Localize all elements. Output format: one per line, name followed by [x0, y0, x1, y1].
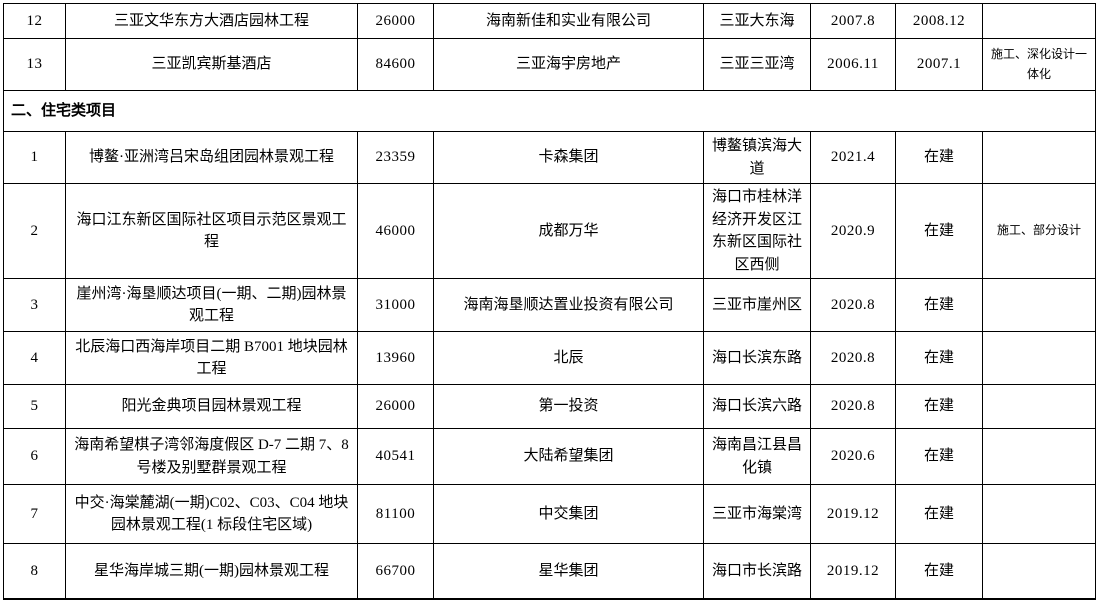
cell-note	[982, 384, 1096, 429]
cell-client: 成都万华	[433, 183, 704, 279]
cell-location: 三亚市崖州区	[703, 278, 811, 332]
cell-location: 海口长滨六路	[703, 384, 811, 429]
cell-note	[982, 3, 1096, 39]
cell-project-name: 海口江东新区国际社区项目示范区景观工程	[65, 183, 358, 279]
cell-client: 第一投资	[433, 384, 704, 429]
cell-start-date: 2021.4	[810, 131, 896, 184]
cell-area: 84600	[357, 38, 434, 91]
cell-row-number: 13	[3, 38, 66, 91]
cell-start-date: 2019.12	[810, 543, 896, 599]
cell-status: 在建	[895, 484, 983, 544]
section-title: 二、住宅类项目	[3, 90, 1096, 132]
cell-client: 星华集团	[433, 543, 704, 599]
cell-start-date: 2007.8	[810, 3, 896, 39]
cell-project-name: 博鳌·亚洲湾吕宋岛组团园林景观工程	[65, 131, 358, 184]
cell-project-name: 阳光金典项目园林景观工程	[65, 384, 358, 429]
table-row: 1 博鳌·亚洲湾吕宋岛组团园林景观工程 23359 卡森集团 博鳌镇滨海大道 2…	[3, 131, 1096, 184]
cell-project-name: 北辰海口西海岸项目二期 B7001 地块园林工程	[65, 331, 358, 385]
cell-status: 在建	[895, 428, 983, 485]
cell-start-date: 2006.11	[810, 38, 896, 91]
table-row: 6 海南希望棋子湾邻海度假区 D-7 二期 7、8 号楼及别墅群景观工程 405…	[3, 428, 1096, 485]
cell-start-date: 2020.8	[810, 384, 896, 429]
cell-start-date: 2020.8	[810, 278, 896, 332]
cell-location: 三亚大东海	[703, 3, 811, 39]
cell-area: 13960	[357, 331, 434, 385]
cell-location: 海南昌江县昌化镇	[703, 428, 811, 485]
cell-area: 66700	[357, 543, 434, 599]
cell-note	[982, 331, 1096, 385]
cell-client: 卡森集团	[433, 131, 704, 184]
cell-row-number: 4	[3, 331, 66, 385]
cell-location: 三亚三亚湾	[703, 38, 811, 91]
cell-area: 31000	[357, 278, 434, 332]
cell-start-date: 2020.9	[810, 183, 896, 279]
cell-client: 海南新佳和实业有限公司	[433, 3, 704, 39]
cell-area: 81100	[357, 484, 434, 544]
table-row: 4 北辰海口西海岸项目二期 B7001 地块园林工程 13960 北辰 海口长滨…	[3, 331, 1096, 385]
cell-status: 在建	[895, 278, 983, 332]
cell-row-number: 8	[3, 543, 66, 599]
cell-note	[982, 428, 1096, 485]
cell-area: 40541	[357, 428, 434, 485]
cell-project-name: 海南希望棋子湾邻海度假区 D-7 二期 7、8 号楼及别墅群景观工程	[65, 428, 358, 485]
cell-client: 北辰	[433, 331, 704, 385]
cell-note	[982, 543, 1096, 599]
cell-area: 26000	[357, 3, 434, 39]
cell-location: 海口市长滨路	[703, 543, 811, 599]
table-row: 12 三亚文华东方大酒店园林工程 26000 海南新佳和实业有限公司 三亚大东海…	[3, 3, 1096, 39]
cell-row-number: 6	[3, 428, 66, 485]
cell-status: 在建	[895, 384, 983, 429]
cell-project-name: 三亚凯宾斯基酒店	[65, 38, 358, 91]
cell-note: 施工、部分设计	[982, 183, 1096, 279]
cell-status: 在建	[895, 131, 983, 184]
cell-area: 26000	[357, 384, 434, 429]
cell-start-date: 2020.8	[810, 331, 896, 385]
table-row: 3 崖州湾·海垦顺达项目(一期、二期)园林景观工程 31000 海南海垦顺达置业…	[3, 278, 1096, 332]
cell-project-name: 中交·海棠麓湖(一期)C02、C03、C04 地块园林景观工程(1 标段住宅区域…	[65, 484, 358, 544]
cell-location: 博鳌镇滨海大道	[703, 131, 811, 184]
cell-project-name: 崖州湾·海垦顺达项目(一期、二期)园林景观工程	[65, 278, 358, 332]
cell-note	[982, 484, 1096, 544]
cell-row-number: 12	[3, 3, 66, 39]
table-row: 8 星华海岸城三期(一期)园林景观工程 66700 星华集团 海口市长滨路 20…	[3, 543, 1096, 599]
cell-area: 23359	[357, 131, 434, 184]
cell-row-number: 1	[3, 131, 66, 184]
cell-note	[982, 278, 1096, 332]
cell-row-number: 7	[3, 484, 66, 544]
cell-start-date: 2019.12	[810, 484, 896, 544]
cell-project-name: 三亚文华东方大酒店园林工程	[65, 3, 358, 39]
cell-client: 三亚海宇房地产	[433, 38, 704, 91]
cell-note	[982, 131, 1096, 184]
table-row: 5 阳光金典项目园林景观工程 26000 第一投资 海口长滨六路 2020.8 …	[3, 384, 1096, 429]
cell-location: 三亚市海棠湾	[703, 484, 811, 544]
table-row: 7 中交·海棠麓湖(一期)C02、C03、C04 地块园林景观工程(1 标段住宅…	[3, 484, 1096, 544]
cell-status: 2008.12	[895, 3, 983, 39]
cell-status: 在建	[895, 331, 983, 385]
cell-row-number: 3	[3, 278, 66, 332]
cell-note: 施工、深化设计一体化	[982, 38, 1096, 91]
cell-status: 2007.1	[895, 38, 983, 91]
cell-client: 海南海垦顺达置业投资有限公司	[433, 278, 704, 332]
cell-location: 海口市桂林洋经济开发区江东新区国际社区西侧	[703, 183, 811, 279]
cell-status: 在建	[895, 543, 983, 599]
cell-location: 海口长滨东路	[703, 331, 811, 385]
cell-status: 在建	[895, 183, 983, 279]
cell-client: 中交集团	[433, 484, 704, 544]
cell-area: 46000	[357, 183, 434, 279]
table-row: 2 海口江东新区国际社区项目示范区景观工程 46000 成都万华 海口市桂林洋经…	[3, 183, 1096, 279]
cell-client: 大陆希望集团	[433, 428, 704, 485]
cell-start-date: 2020.6	[810, 428, 896, 485]
cell-row-number: 2	[3, 183, 66, 279]
table-row: 13 三亚凯宾斯基酒店 84600 三亚海宇房地产 三亚三亚湾 2006.11 …	[3, 38, 1096, 91]
cell-row-number: 5	[3, 384, 66, 429]
cell-project-name: 星华海岸城三期(一期)园林景观工程	[65, 543, 358, 599]
project-table: 12 三亚文华东方大酒店园林工程 26000 海南新佳和实业有限公司 三亚大东海…	[3, 3, 1096, 600]
section-header-row: 二、住宅类项目	[3, 90, 1096, 132]
